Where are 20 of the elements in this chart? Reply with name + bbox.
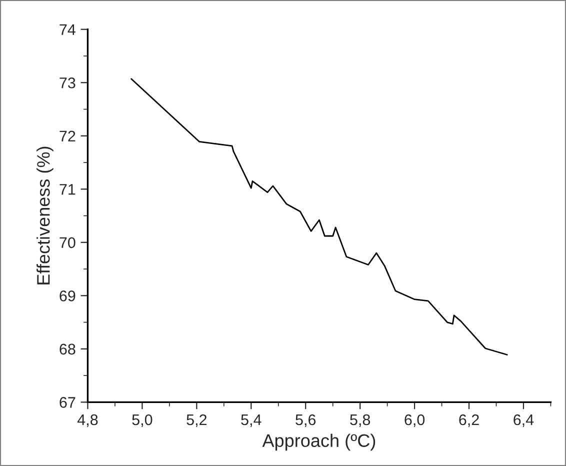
- x-tick-label: 5,4: [241, 414, 262, 427]
- y-axis-title: Effectiveness (%): [36, 146, 54, 284]
- x-tick-label: 5,2: [186, 414, 207, 427]
- x-tick-label: 6,2: [459, 414, 479, 427]
- x-tick-label: 5,8: [350, 414, 370, 427]
- y-tick-label: 72: [60, 130, 76, 142]
- x-tick-label: 4,8: [77, 414, 98, 427]
- y-tick-label: 69: [60, 290, 76, 302]
- x-tick-label: 5,6: [296, 414, 316, 427]
- y-tick-label: 70: [60, 237, 76, 248]
- y-tick-label: 67: [60, 397, 76, 408]
- x-tick-label: 5,0: [132, 414, 152, 427]
- y-tick-label: 68: [60, 344, 76, 355]
- x-axis-title: Approach (ºC): [262, 434, 376, 451]
- y-tick-label: 74: [60, 24, 76, 35]
- x-tick-label: 6,4: [514, 414, 534, 427]
- line-series: [130, 78, 508, 356]
- y-tick-label: 71: [60, 184, 76, 195]
- x-tick-label: 6,0: [404, 414, 425, 427]
- y-tick-label: 73: [60, 77, 76, 88]
